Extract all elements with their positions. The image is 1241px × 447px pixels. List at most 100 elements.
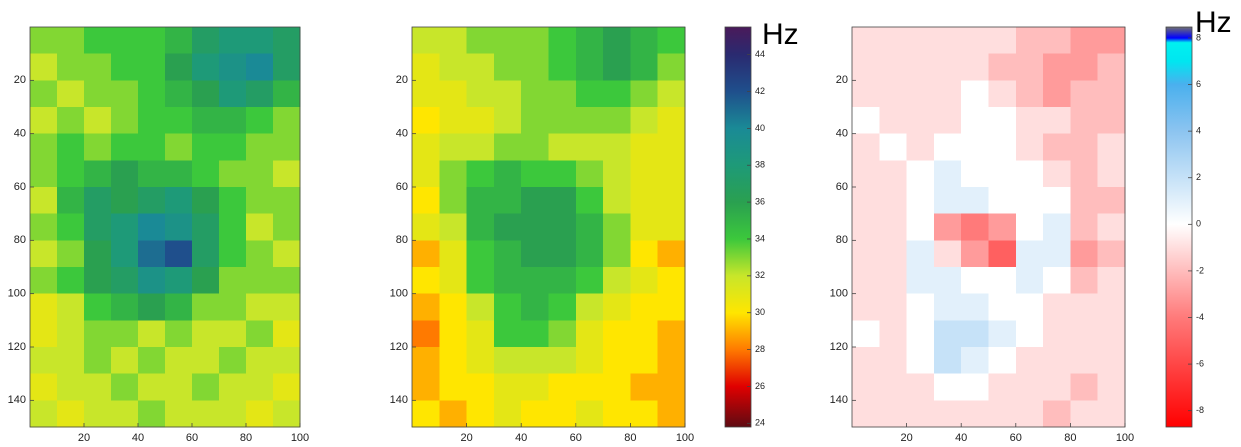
heatmap-cell: [192, 107, 220, 134]
heatmap-cell: [57, 134, 85, 161]
heatmap-cell: [57, 27, 85, 54]
heatmap-cell: [521, 27, 549, 54]
heatmap-cell: [549, 374, 577, 401]
heatmap-cell: [989, 134, 1017, 161]
heatmap-cell: [1098, 27, 1126, 54]
colorbar-tick-label: 38: [755, 160, 765, 170]
heatmap-cell: [658, 347, 686, 374]
heatmap-cell: [273, 214, 301, 241]
heatmap-cell: [1016, 320, 1044, 347]
heatmap-cell: [658, 80, 686, 107]
heatmap-cell: [412, 187, 440, 214]
heatmap-cell: [219, 214, 247, 241]
heatmap-cell: [439, 374, 467, 401]
heatmap-cell: [219, 294, 247, 321]
heatmap-cell: [852, 374, 880, 401]
heatmap-cell: [111, 214, 139, 241]
heatmap-cell: [658, 27, 686, 54]
heatmap-cell: [494, 214, 522, 241]
heatmap-cell: [273, 374, 301, 401]
heatmap-cell: [494, 54, 522, 81]
heatmap-cell: [192, 374, 220, 401]
y-tick-label: 20: [836, 74, 848, 86]
heatmap-cell: [138, 267, 166, 294]
heatmap-cell: [439, 320, 467, 347]
heatmap-cell: [1043, 320, 1071, 347]
heatmap-cell: [521, 267, 549, 294]
heatmap-cell: [549, 294, 577, 321]
heatmap-cell: [439, 240, 467, 267]
heatmap-cell: [961, 54, 989, 81]
heatmap-cell: [907, 134, 935, 161]
colorbar-tick-label: 2: [1196, 172, 1201, 182]
heatmap-cell: [1070, 214, 1098, 241]
heatmap-cell: [111, 240, 139, 267]
y-tick-label: 140: [830, 394, 848, 406]
colorbar-tick-label: -4: [1196, 312, 1204, 322]
heatmap-cell: [603, 320, 631, 347]
heatmap-cell: [165, 320, 193, 347]
heatmap-cell: [57, 294, 85, 321]
heatmap-cell: [1098, 294, 1126, 321]
heatmap-cell: [1043, 134, 1071, 161]
heatmap-cell: [219, 320, 247, 347]
heatmap-cell: [138, 160, 166, 187]
heatmap-cell: [439, 80, 467, 107]
heatmap-cell: [961, 240, 989, 267]
heatmap-cell: [852, 107, 880, 134]
colorbar-tick-label: -6: [1196, 358, 1204, 368]
heatmap-cell: [165, 27, 193, 54]
heatmap-cell: [658, 107, 686, 134]
heatmap-cell: [494, 107, 522, 134]
heatmap-cell: [138, 347, 166, 374]
y-tick-label: 60: [836, 181, 848, 193]
colorbar-tick-label: -8: [1196, 405, 1204, 415]
heatmap-cell: [494, 320, 522, 347]
heatmap-cell: [603, 54, 631, 81]
heatmap-cell: [273, 267, 301, 294]
heatmap-cell: [658, 320, 686, 347]
heatmap-cell: [84, 80, 112, 107]
heatmap-cell: [219, 134, 247, 161]
heatmap-cell: [1070, 347, 1098, 374]
y-tick-label: 100: [8, 288, 26, 300]
heatmap-cell: [192, 54, 220, 81]
heatmap-cell: [658, 214, 686, 241]
heatmap-cell: [1016, 54, 1044, 81]
heatmap-cell: [138, 374, 166, 401]
colorbar-tick-label: 40: [755, 123, 765, 133]
heatmap-cell: [1098, 80, 1126, 107]
heatmap-cell: [1043, 214, 1071, 241]
heatmap-cell: [412, 347, 440, 374]
heatmap-cell: [934, 214, 962, 241]
heatmap-cell: [30, 27, 58, 54]
heatmap-cell: [852, 80, 880, 107]
heatmap-cell: [576, 107, 604, 134]
heatmap-cell: [412, 267, 440, 294]
heatmap-cell: [549, 54, 577, 81]
y-tick-label: 40: [14, 128, 26, 140]
x-tick-label: 40: [515, 432, 527, 444]
heatmap-cell: [192, 240, 220, 267]
heatmap-cell: [192, 134, 220, 161]
heatmap-cell: [907, 214, 935, 241]
heatmap-cell: [576, 54, 604, 81]
heatmap-cell: [138, 54, 166, 81]
heatmap-cell: [412, 134, 440, 161]
heatmap-cell: [246, 54, 274, 81]
heatmap-cell: [1098, 54, 1126, 81]
heatmap-cell: [521, 187, 549, 214]
heatmap-cell: [576, 374, 604, 401]
heatmap-cell: [1043, 107, 1071, 134]
heatmap-cell: [439, 400, 467, 427]
heatmap-cell: [246, 240, 274, 267]
heatmap-cell: [630, 320, 658, 347]
heatmap-cell: [467, 294, 495, 321]
heatmap-cell: [467, 240, 495, 267]
heatmap-cell: [879, 54, 907, 81]
colorbar-tick-label: 32: [755, 270, 765, 280]
heatmap-cell: [989, 347, 1017, 374]
heatmap-cell: [30, 187, 58, 214]
heatmap-cell: [549, 400, 577, 427]
